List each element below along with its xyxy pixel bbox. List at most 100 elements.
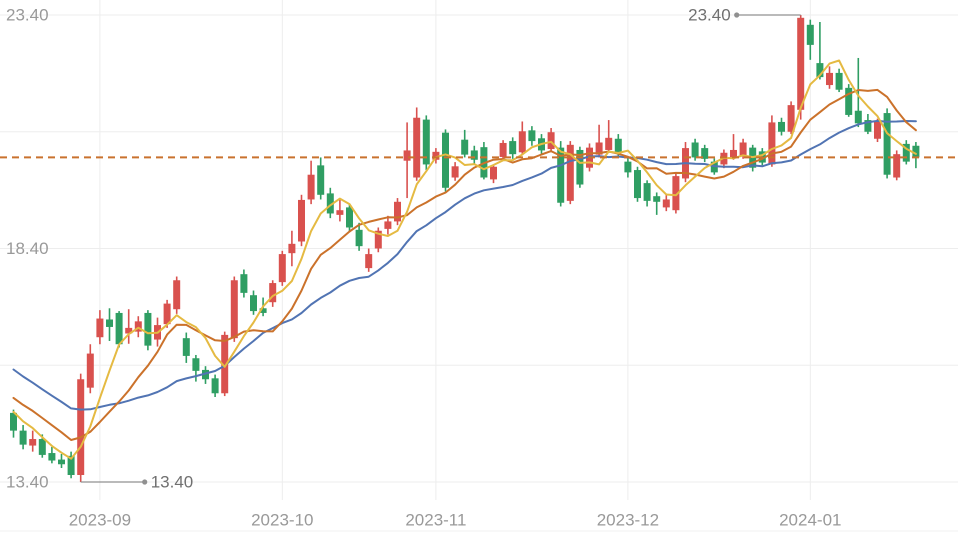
candle[interactable] <box>106 319 113 327</box>
candle[interactable] <box>902 143 910 162</box>
candle[interactable] <box>672 176 680 211</box>
x-axis-label: 2023-09 <box>69 511 131 530</box>
candle[interactable] <box>874 121 881 139</box>
candle[interactable] <box>643 183 651 201</box>
candle[interactable] <box>115 312 123 345</box>
candle[interactable] <box>58 459 65 465</box>
candle[interactable] <box>845 87 853 115</box>
candle[interactable] <box>576 149 584 185</box>
candle[interactable] <box>67 455 75 475</box>
candle[interactable] <box>528 130 536 142</box>
ma5-line <box>12 59 917 460</box>
y-axis-label: 13.40 <box>6 473 49 492</box>
candle[interactable] <box>470 150 478 160</box>
candle[interactable] <box>816 63 824 78</box>
candle[interactable] <box>230 280 238 339</box>
max-annotation-label: 23.40 <box>688 6 731 25</box>
candle[interactable] <box>730 149 737 158</box>
y-axis-label: 18.40 <box>6 239 49 258</box>
candle[interactable] <box>595 142 603 155</box>
candle[interactable] <box>96 318 104 338</box>
candle[interactable] <box>269 283 277 303</box>
candle[interactable] <box>259 308 267 313</box>
candle[interactable] <box>173 280 181 310</box>
candle[interactable] <box>192 358 200 371</box>
candle[interactable] <box>413 117 421 178</box>
candle[interactable] <box>893 154 901 178</box>
ma20-line <box>12 119 917 411</box>
candle[interactable] <box>605 137 613 150</box>
candle[interactable] <box>346 207 353 228</box>
candle[interactable] <box>634 170 641 199</box>
candle[interactable] <box>144 312 152 346</box>
candle[interactable] <box>490 166 497 180</box>
candle[interactable] <box>518 131 526 153</box>
candle[interactable] <box>806 24 814 45</box>
price-gridlines: 23.40 18.40 13.40 <box>0 6 958 492</box>
candle[interactable] <box>221 334 229 394</box>
candle[interactable] <box>355 229 363 247</box>
candle[interactable] <box>883 113 891 175</box>
candle[interactable] <box>250 295 257 312</box>
candle[interactable] <box>298 199 305 242</box>
candle[interactable] <box>912 145 920 158</box>
candle[interactable] <box>547 132 555 150</box>
candle[interactable] <box>835 72 843 90</box>
candle[interactable] <box>10 412 17 431</box>
candle[interactable] <box>307 174 315 200</box>
candle[interactable] <box>19 430 27 445</box>
candle[interactable] <box>691 142 699 158</box>
candle[interactable] <box>787 105 795 132</box>
candle[interactable] <box>48 453 56 461</box>
candle[interactable] <box>854 110 862 124</box>
candle[interactable] <box>739 142 747 157</box>
candle[interactable] <box>202 369 209 380</box>
candle[interactable] <box>365 254 373 269</box>
candle[interactable] <box>778 121 785 132</box>
candle[interactable] <box>125 327 133 334</box>
candle[interactable] <box>384 221 392 229</box>
candle[interactable] <box>461 139 469 155</box>
candle[interactable] <box>163 303 171 325</box>
candle[interactable] <box>499 142 507 157</box>
candle[interactable] <box>336 210 344 215</box>
candle[interactable] <box>403 150 411 161</box>
candle[interactable] <box>211 378 219 394</box>
candle[interactable] <box>86 353 94 388</box>
candle[interactable] <box>240 274 248 293</box>
candle[interactable] <box>278 254 286 283</box>
candle[interactable] <box>826 72 833 86</box>
candle[interactable] <box>614 138 622 153</box>
candle[interactable] <box>864 120 872 132</box>
candle[interactable] <box>557 147 565 203</box>
candle[interactable] <box>442 132 449 188</box>
candle[interactable] <box>134 321 142 332</box>
candle[interactable] <box>509 141 517 155</box>
candle[interactable] <box>394 201 401 222</box>
candle[interactable] <box>38 439 46 455</box>
candle[interactable] <box>317 165 325 195</box>
candle[interactable] <box>29 439 37 446</box>
candle[interactable] <box>288 243 296 254</box>
candle[interactable] <box>662 199 670 208</box>
candle[interactable] <box>182 338 190 356</box>
min-annotation: 13.40 <box>80 473 193 492</box>
candle[interactable] <box>432 151 440 160</box>
candles-layer <box>10 15 920 482</box>
candle[interactable] <box>374 230 382 249</box>
x-axis-label: 2023-12 <box>597 511 659 530</box>
candle[interactable] <box>566 144 574 201</box>
candle[interactable] <box>451 166 459 178</box>
candle[interactable] <box>653 196 661 202</box>
candle[interactable] <box>797 17 805 110</box>
candle[interactable] <box>768 122 776 165</box>
ma10-line <box>12 88 917 441</box>
candle[interactable] <box>624 161 632 173</box>
candle[interactable] <box>422 119 430 165</box>
candle[interactable] <box>701 148 709 159</box>
candle[interactable] <box>326 193 334 214</box>
candle[interactable] <box>77 379 85 475</box>
y-axis-label: 23.40 <box>6 6 49 25</box>
